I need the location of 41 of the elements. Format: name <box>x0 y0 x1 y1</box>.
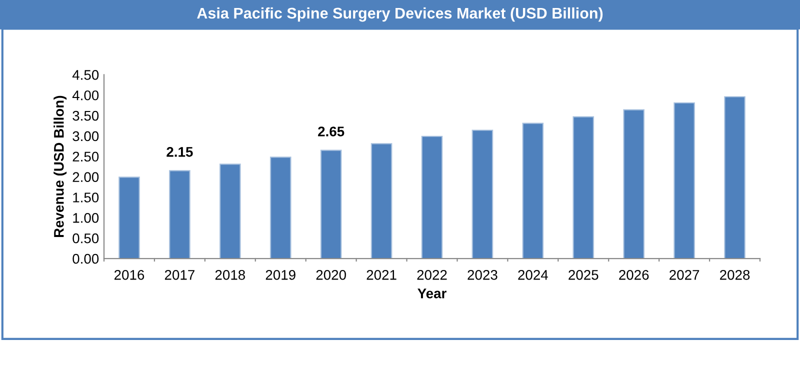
x-tick-label: 2019 <box>266 270 296 280</box>
bar <box>169 170 190 259</box>
y-tick-label: 4.00 <box>72 90 99 100</box>
y-tick-label: 3.00 <box>72 131 99 142</box>
x-tick-label: 2025 <box>568 270 598 280</box>
y-tick-label: 3.50 <box>72 110 99 121</box>
y-tick-label: 1.00 <box>73 213 99 223</box>
bar <box>572 116 594 259</box>
x-tick-label: 2024 <box>518 270 548 280</box>
y-axis-title: Revenue (USD Billon) <box>54 96 67 238</box>
y-tick-label: 2.00 <box>72 172 99 182</box>
bar <box>370 143 392 259</box>
bar <box>421 136 443 259</box>
chart-title: Asia Pacific Spine Surgery Devices Market (USD Billion) <box>197 7 603 22</box>
x-tick-label: 2023 <box>468 270 498 280</box>
bar <box>674 102 695 259</box>
bar <box>623 109 644 259</box>
x-tick-label: 2022 <box>417 270 447 280</box>
x-axis-title: Year <box>418 288 446 298</box>
x-tick-label: 2021 <box>366 270 396 280</box>
data-label: 2.65 <box>318 126 344 136</box>
y-tick-label: 0.00 <box>72 254 99 264</box>
bar <box>320 150 342 259</box>
bar <box>220 164 241 259</box>
x-tick-label: 2026 <box>619 270 649 280</box>
data-label: 2.15 <box>166 147 193 157</box>
bar <box>522 122 544 259</box>
bar <box>270 156 292 259</box>
x-tick-label: 2018 <box>215 270 245 280</box>
x-tick-label: 2020 <box>316 270 346 280</box>
x-tick-label: 2027 <box>670 270 700 280</box>
x-tick-label: 2016 <box>114 270 144 280</box>
bar <box>118 176 140 259</box>
x-tick-label: 2028 <box>720 270 750 280</box>
x-tick-label: 2017 <box>164 270 194 280</box>
y-tick-label: 0.50 <box>72 233 99 244</box>
y-tick-label: 1.50 <box>73 192 99 202</box>
bar <box>472 130 494 259</box>
y-tick-label: 2.50 <box>72 152 99 162</box>
y-tick-label: 4.50 <box>72 70 99 80</box>
bar <box>724 96 746 259</box>
